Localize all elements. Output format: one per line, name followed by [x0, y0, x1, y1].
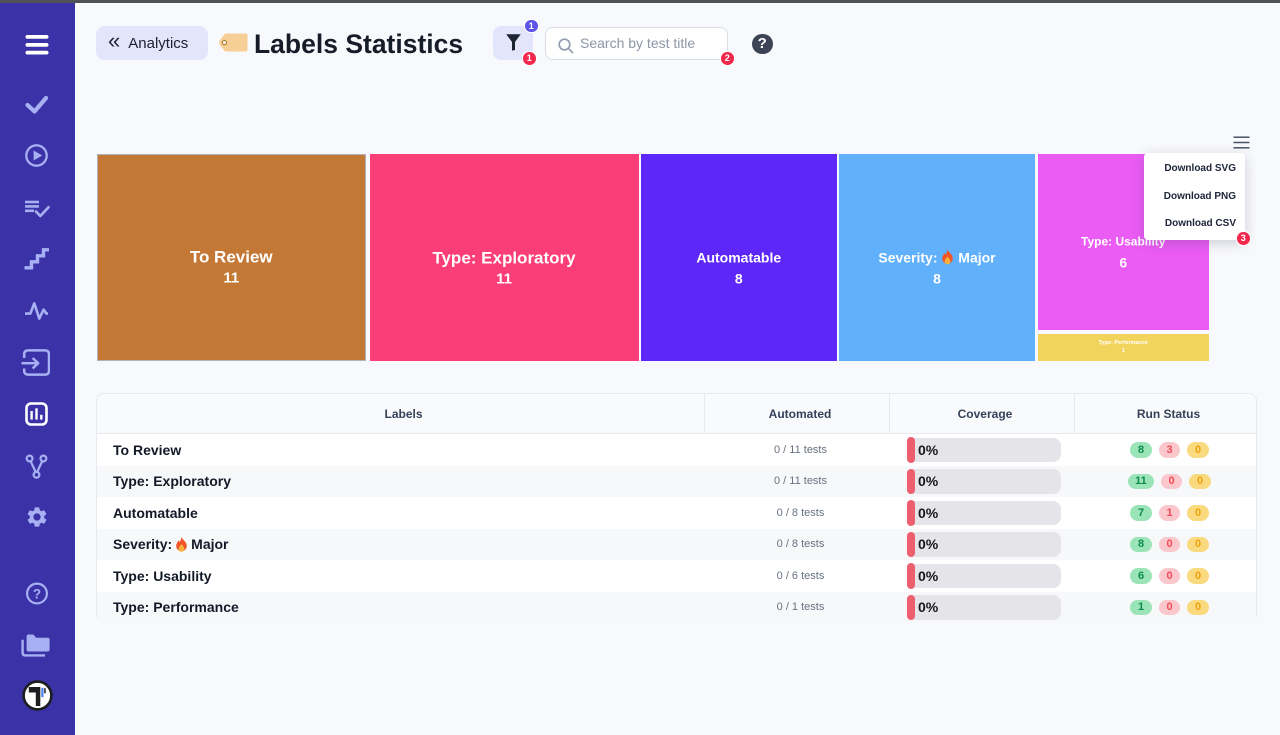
svg-text:?: ?	[32, 586, 40, 601]
